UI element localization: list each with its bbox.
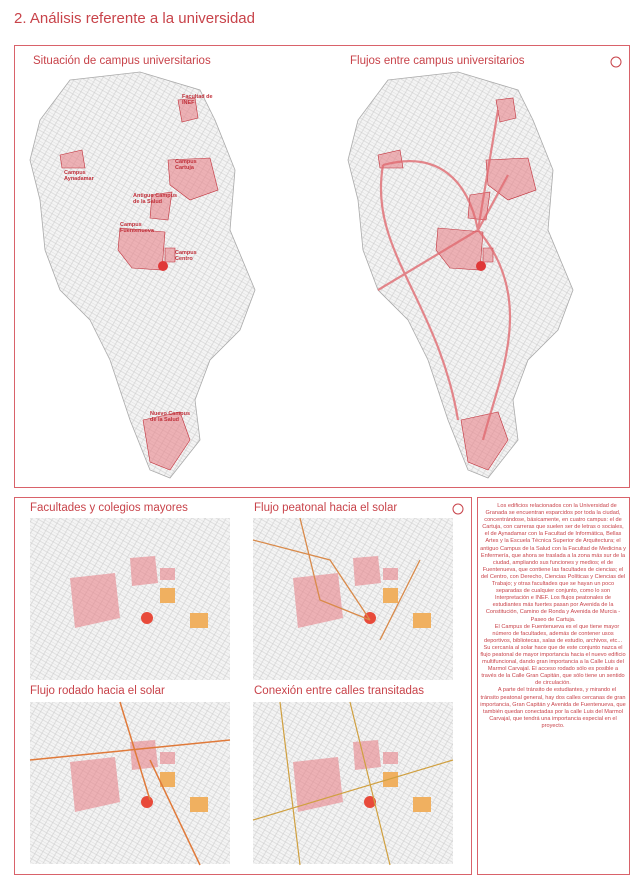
bottom-panel	[14, 497, 472, 875]
page-title: 2. Análisis referente a la universidad	[14, 10, 255, 27]
paragraph: A parte del tránsito de estudiantes, y m…	[480, 687, 626, 729]
text-panel	[477, 497, 630, 875]
campus-label: Facultad de INEF	[182, 94, 213, 106]
campus-label: Campus Centro	[175, 250, 197, 262]
traffic-flow	[29, 701, 231, 866]
campus-label: Campus Fuentenueva	[120, 222, 154, 234]
map-title: Flujo rodado hacia el solar	[30, 685, 165, 697]
map-title: Flujo peatonal hacia el solar	[254, 502, 398, 514]
top-panel	[14, 45, 630, 488]
campus-label: Campus Cartuja	[175, 159, 197, 171]
map-title: Situación de campus universitarios	[33, 55, 211, 67]
compass	[610, 56, 622, 68]
map-title: Conexión entre calles transitadas	[254, 685, 425, 697]
paragraph: Los edificios relacionados con la Univer…	[480, 503, 626, 623]
compass	[452, 503, 464, 515]
map-title: Facultades y colegios mayores	[30, 502, 188, 514]
campus-label: Nuevo Campus de la Salud	[150, 411, 191, 423]
text-body: Los edificios relacionados con la Univer…	[480, 503, 626, 730]
map-shape	[347, 71, 574, 479]
map-title: Flujos entre campus universitarios	[350, 55, 525, 67]
map-shape	[377, 109, 512, 441]
mini-map	[253, 518, 453, 680]
paragraph: El Campus de Fuentenueva es el que tiene…	[480, 623, 626, 687]
campus-label: Antiguo Campus de la Salud	[133, 193, 177, 205]
street-connection	[252, 701, 454, 866]
flow-map	[347, 71, 574, 479]
pedestrian-flow	[252, 517, 421, 641]
mini-map	[30, 702, 230, 864]
campus-map	[29, 71, 256, 479]
mini-map	[30, 518, 230, 680]
campus-label: Campus Aynadamar	[64, 170, 94, 182]
